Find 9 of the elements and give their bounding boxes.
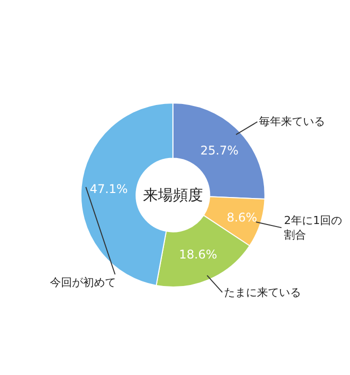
slice-label: たまに来ている	[224, 286, 301, 299]
data-label: 18.6%	[179, 247, 218, 262]
slice-label: 毎年来ている	[259, 115, 325, 128]
text: 来場頻度	[143, 186, 203, 204]
slice-label: 今回が初めて	[50, 276, 116, 289]
slice-label: 2年に1回の割合	[284, 214, 342, 242]
data-label: 8.6%	[226, 210, 258, 224]
data-label: 47.1%	[90, 182, 128, 196]
data-label: 25.7%	[200, 143, 238, 158]
